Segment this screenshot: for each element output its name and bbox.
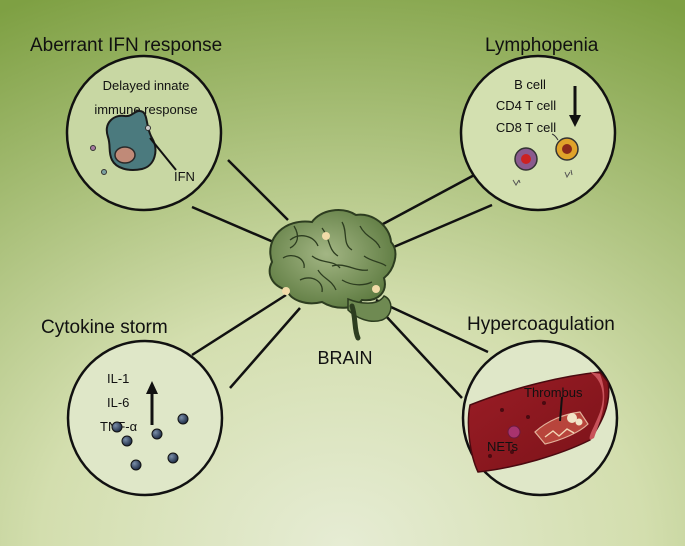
connector-lympho-1	[367, 163, 494, 234]
lymphocyte-nucleus	[521, 154, 531, 164]
ifn-label: IFN	[174, 169, 195, 184]
net-cell	[507, 425, 521, 439]
panel-circle-cytokine	[66, 339, 224, 497]
brain-highlight	[282, 287, 290, 295]
thrombus-label: Thrombus	[524, 385, 583, 400]
connector-ifn-1	[227, 159, 289, 221]
cytokine-particle	[121, 435, 133, 447]
ifn-particle	[101, 169, 107, 175]
cytokine-label-il6: IL-6	[107, 395, 129, 410]
connector-cyto-1	[191, 293, 287, 357]
cytokine-particle	[177, 413, 189, 425]
panel-title-hypercoagulation: Hypercoagulation	[467, 314, 615, 335]
brain-highlight	[322, 232, 330, 240]
connector-lines	[191, 159, 494, 399]
cytokine-particle	[130, 459, 142, 471]
panel-hypercoagulation: Hypercoagulation Thrombus NETs	[461, 314, 619, 497]
vessel-dot	[510, 450, 514, 454]
cell-receptor	[551, 133, 559, 141]
vessel-dot	[488, 454, 492, 458]
ifn-text-line2: immune response	[94, 102, 197, 117]
lymphocyte-label-b-cell: B cell	[514, 77, 546, 92]
lymphocyte-nucleus	[562, 144, 572, 154]
connector-hyper-2	[384, 314, 463, 399]
brain-label: BRAIN	[317, 348, 372, 368]
ifn-text-line1: Delayed innate	[103, 78, 190, 93]
panel-title-ifn: Aberrant IFN response	[30, 35, 222, 56]
connector-hyper-1	[375, 298, 489, 354]
ifn-particle	[90, 145, 96, 151]
ifn-particle	[145, 125, 151, 131]
vessel-dot	[500, 408, 504, 412]
brain-cerebellum	[347, 295, 392, 322]
antibody-icon	[564, 169, 573, 179]
platelet	[567, 413, 577, 423]
panel-title-lymphopenia: Lymphopenia	[485, 35, 599, 56]
lymphocyte-label-cd8: CD8 T cell	[496, 120, 556, 135]
brain-cerebrum	[268, 209, 397, 309]
fibrin-strands	[544, 428, 575, 438]
down-arrow-icon	[569, 115, 581, 127]
connector-lympho-2	[381, 203, 493, 254]
cytokine-particles	[111, 413, 189, 471]
brain-illustration: BRAIN	[268, 209, 397, 368]
panel-title-cytokine-storm: Cytokine storm	[41, 317, 168, 338]
cytokine-particle	[151, 428, 163, 440]
cytokine-particle	[167, 452, 179, 464]
vessel-dot	[526, 415, 530, 419]
brain-gyri	[282, 221, 387, 293]
connector-cyto-2	[229, 307, 301, 389]
brain-stem	[349, 303, 361, 341]
cytokine-particle	[111, 421, 123, 433]
up-arrow-icon	[146, 381, 158, 394]
cell-nucleus	[114, 146, 136, 164]
platelet	[575, 418, 583, 426]
panel-lymphopenia: Lymphopenia B cell CD4 T cell CD8 T cell	[459, 35, 617, 212]
nets-label: NETs	[487, 439, 519, 454]
brain-highlight	[372, 285, 380, 293]
lymphocyte-label-cd4: CD4 T cell	[496, 98, 556, 113]
cytokine-label-il1: IL-1	[107, 371, 129, 386]
thrombus-pointer-line	[559, 396, 563, 422]
panel-aberrant-ifn: Aberrant IFN response Delayed innate imm…	[30, 35, 223, 212]
vessel-dot	[542, 401, 546, 405]
panel-cytokine-storm: Cytokine storm IL-1 IL-6 TNF-α	[41, 317, 224, 497]
vessel-wall	[589, 372, 605, 440]
ifn-pointer-line	[149, 137, 177, 171]
antibody-icon	[512, 179, 521, 186]
